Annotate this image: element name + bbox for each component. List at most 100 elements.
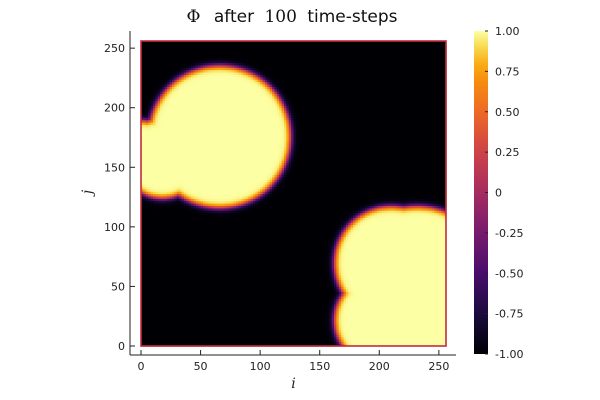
heatmap-cell	[191, 112, 195, 116]
heatmap-cell	[186, 131, 190, 135]
heatmap-cell	[145, 48, 149, 52]
heatmap-cell	[212, 150, 216, 154]
heatmap-cell	[198, 307, 202, 311]
heatmap-cell	[193, 224, 197, 228]
heatmap-cell	[195, 176, 199, 180]
heatmap-cell	[202, 238, 206, 242]
heatmap-cell	[222, 284, 225, 288]
heatmap-cell	[181, 107, 185, 111]
heatmap-cell	[183, 238, 187, 242]
heatmap-cell	[202, 91, 206, 95]
heatmap-cell	[207, 148, 211, 152]
heatmap-cell	[188, 326, 192, 330]
heatmap-cell	[205, 41, 209, 44]
heatmap-cell	[176, 152, 180, 156]
heatmap-cell	[174, 195, 178, 199]
heatmap-cell	[214, 41, 218, 44]
heatmap-cell	[219, 303, 223, 307]
heatmap-cell	[164, 83, 168, 87]
heatmap-cell	[202, 183, 206, 187]
heatmap-cell	[155, 295, 159, 299]
heatmap-cell	[202, 222, 206, 226]
heatmap-cell	[171, 50, 175, 54]
heatmap-cell	[141, 181, 144, 185]
heatmap-cell	[210, 236, 214, 240]
heatmap-cell	[148, 167, 152, 171]
heatmap-cell	[202, 243, 206, 247]
heatmap-cell	[145, 276, 149, 280]
heatmap-cell	[207, 303, 211, 307]
heatmap-cell	[179, 172, 183, 176]
heatmap-cell	[219, 105, 223, 109]
heatmap-cell	[162, 186, 166, 190]
heatmap-cell	[205, 164, 209, 168]
heatmap-cell	[207, 52, 211, 56]
heatmap-cell	[207, 315, 211, 318]
heatmap-cell	[222, 243, 225, 247]
heatmap-cell	[183, 257, 187, 261]
heatmap-cell	[148, 210, 152, 214]
heatmap-cell	[169, 310, 173, 314]
heatmap-cell	[231, 191, 235, 195]
heatmap-cell	[210, 157, 214, 161]
heatmap-cell	[205, 48, 209, 52]
heatmap-cell	[152, 95, 156, 99]
heatmap-cell	[183, 138, 187, 142]
heatmap-cell	[212, 293, 216, 297]
heatmap-cell	[141, 136, 144, 140]
heatmap-cell	[193, 62, 197, 66]
heatmap-cell	[222, 338, 225, 342]
heatmap-cell	[217, 250, 221, 254]
heatmap-cell	[193, 81, 197, 85]
heatmap-cell	[157, 114, 161, 118]
heatmap-cell	[176, 315, 180, 318]
heatmap-cell	[148, 229, 152, 233]
heatmap-cell	[191, 69, 195, 73]
heatmap-cell	[181, 141, 185, 145]
heatmap-cell	[157, 234, 161, 237]
heatmap-cell	[167, 129, 171, 133]
heatmap-cell	[171, 143, 175, 147]
heatmap-cell	[186, 212, 190, 216]
heatmap-cell	[212, 319, 216, 323]
heatmap-cell	[210, 86, 214, 90]
heatmap-cell	[222, 145, 225, 149]
heatmap-cell	[169, 193, 173, 197]
heatmap-cell	[229, 312, 233, 316]
heatmap-cell	[157, 100, 161, 104]
heatmap-cell	[205, 331, 209, 335]
heatmap-cell	[205, 210, 209, 214]
heatmap-cell	[150, 331, 154, 335]
heatmap-cell	[174, 272, 178, 276]
heatmap-cell	[162, 210, 166, 214]
heatmap-cell	[219, 264, 223, 268]
heatmap-cell	[155, 52, 159, 56]
heatmap-cell	[217, 317, 221, 321]
heatmap-cell	[181, 41, 185, 44]
heatmap-cell	[224, 83, 228, 87]
heatmap-cell	[152, 157, 156, 161]
heatmap-cell	[167, 217, 171, 221]
heatmap-cell	[224, 143, 228, 147]
heatmap-cell	[224, 319, 228, 323]
heatmap-cell	[200, 179, 204, 183]
heatmap-cell	[162, 122, 166, 125]
heatmap-cell	[167, 52, 171, 56]
heatmap-cell	[162, 138, 166, 142]
heatmap-cell	[210, 291, 214, 295]
heatmap-cell	[148, 219, 152, 223]
heatmap-cell	[145, 286, 149, 290]
heatmap-cell	[145, 188, 149, 192]
heatmap-cell	[210, 317, 214, 321]
heatmap-cell	[219, 191, 223, 195]
heatmap-cell	[224, 57, 228, 61]
heatmap-cell	[171, 60, 175, 64]
heatmap-cell	[148, 138, 152, 142]
heatmap-cell	[176, 336, 180, 340]
heatmap-cell	[169, 255, 173, 259]
heatmap-cell	[188, 284, 192, 288]
heatmap-cell	[141, 50, 144, 54]
heatmap-cell	[152, 319, 156, 323]
heatmap-cell	[198, 255, 202, 259]
heatmap-cell	[200, 119, 204, 123]
